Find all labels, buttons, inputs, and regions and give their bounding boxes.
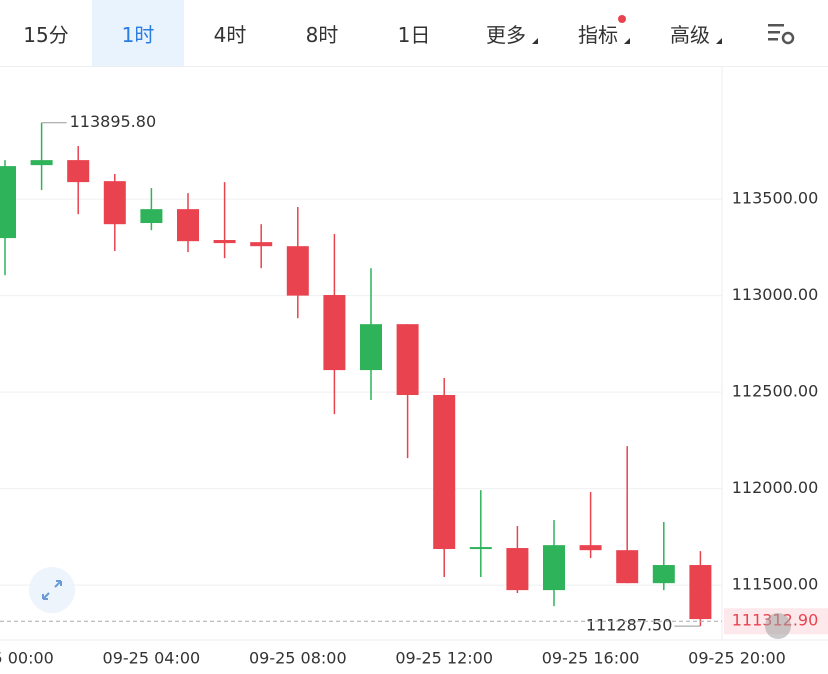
min-label: 111287.50 xyxy=(586,616,673,635)
candle-body xyxy=(433,394,456,550)
y-tick-label: 112500.00 xyxy=(732,382,819,401)
expand-button[interactable] xyxy=(29,567,75,613)
candle-body xyxy=(213,240,236,244)
tab-label: 15分 xyxy=(23,22,69,47)
candle-body xyxy=(30,160,53,166)
tab-label: 1日 xyxy=(397,22,431,47)
candle-body xyxy=(652,565,675,584)
x-tick-label: 09-25 12:00 xyxy=(395,649,493,668)
candle-body xyxy=(506,548,529,591)
y-tick-label: 111500.00 xyxy=(732,575,819,594)
badge-dot xyxy=(618,15,626,23)
candle-body xyxy=(323,295,346,371)
candle-body xyxy=(579,545,602,551)
candle-body xyxy=(543,545,565,591)
tab-label: 指标 xyxy=(578,22,618,47)
tab-label: 8时 xyxy=(305,22,339,47)
settings-icon[interactable] xyxy=(768,24,795,45)
tab[interactable]: 4时 xyxy=(184,0,276,66)
candle-body xyxy=(0,166,16,239)
tab[interactable]: 1时 xyxy=(92,0,184,66)
dropdown-arrow xyxy=(716,38,722,44)
candle-body xyxy=(469,547,492,550)
tab-label: 1时 xyxy=(121,22,155,47)
tab[interactable]: 更多 xyxy=(460,0,552,66)
tab-label: 更多 xyxy=(486,22,526,47)
candle-body xyxy=(177,209,199,242)
x-tick-label: 09-25 08:00 xyxy=(249,649,347,668)
candle-body xyxy=(140,209,163,224)
dropdown-arrow xyxy=(532,38,538,44)
x-tick-label: 09-25 00:00 xyxy=(0,649,54,668)
y-tick-label: 112000.00 xyxy=(732,478,819,497)
candle-body xyxy=(250,242,273,247)
candle-body xyxy=(286,246,309,296)
scroll-end-button[interactable] xyxy=(765,613,791,639)
candle-body xyxy=(616,550,639,584)
candle-body xyxy=(396,324,419,395)
tab-bar: 15分 1时 4时 8时 1日 更多 指标 高级 xyxy=(0,0,828,67)
x-tick-label: 09-25 20:00 xyxy=(688,649,786,668)
x-tick-label: 09-25 16:00 xyxy=(542,649,640,668)
y-tick-label: 113000.00 xyxy=(732,285,819,304)
tab-label: 高级 xyxy=(670,22,710,47)
candle-body xyxy=(67,160,90,183)
tab[interactable]: 15分 xyxy=(0,0,92,66)
max-label: 113895.80 xyxy=(70,112,157,131)
tab[interactable]: 指标 xyxy=(552,0,644,66)
tab[interactable]: 高级 xyxy=(644,0,736,66)
y-tick-label: 113500.00 xyxy=(732,189,819,208)
x-tick-label: 09-25 04:00 xyxy=(103,649,201,668)
tab[interactable]: 8时 xyxy=(276,0,368,66)
tab[interactable]: 1日 xyxy=(368,0,460,66)
candle-body xyxy=(689,565,712,620)
candle-body xyxy=(360,324,382,371)
dropdown-arrow xyxy=(624,38,630,44)
tab-label: 4时 xyxy=(213,22,247,47)
candle-body xyxy=(103,181,126,225)
